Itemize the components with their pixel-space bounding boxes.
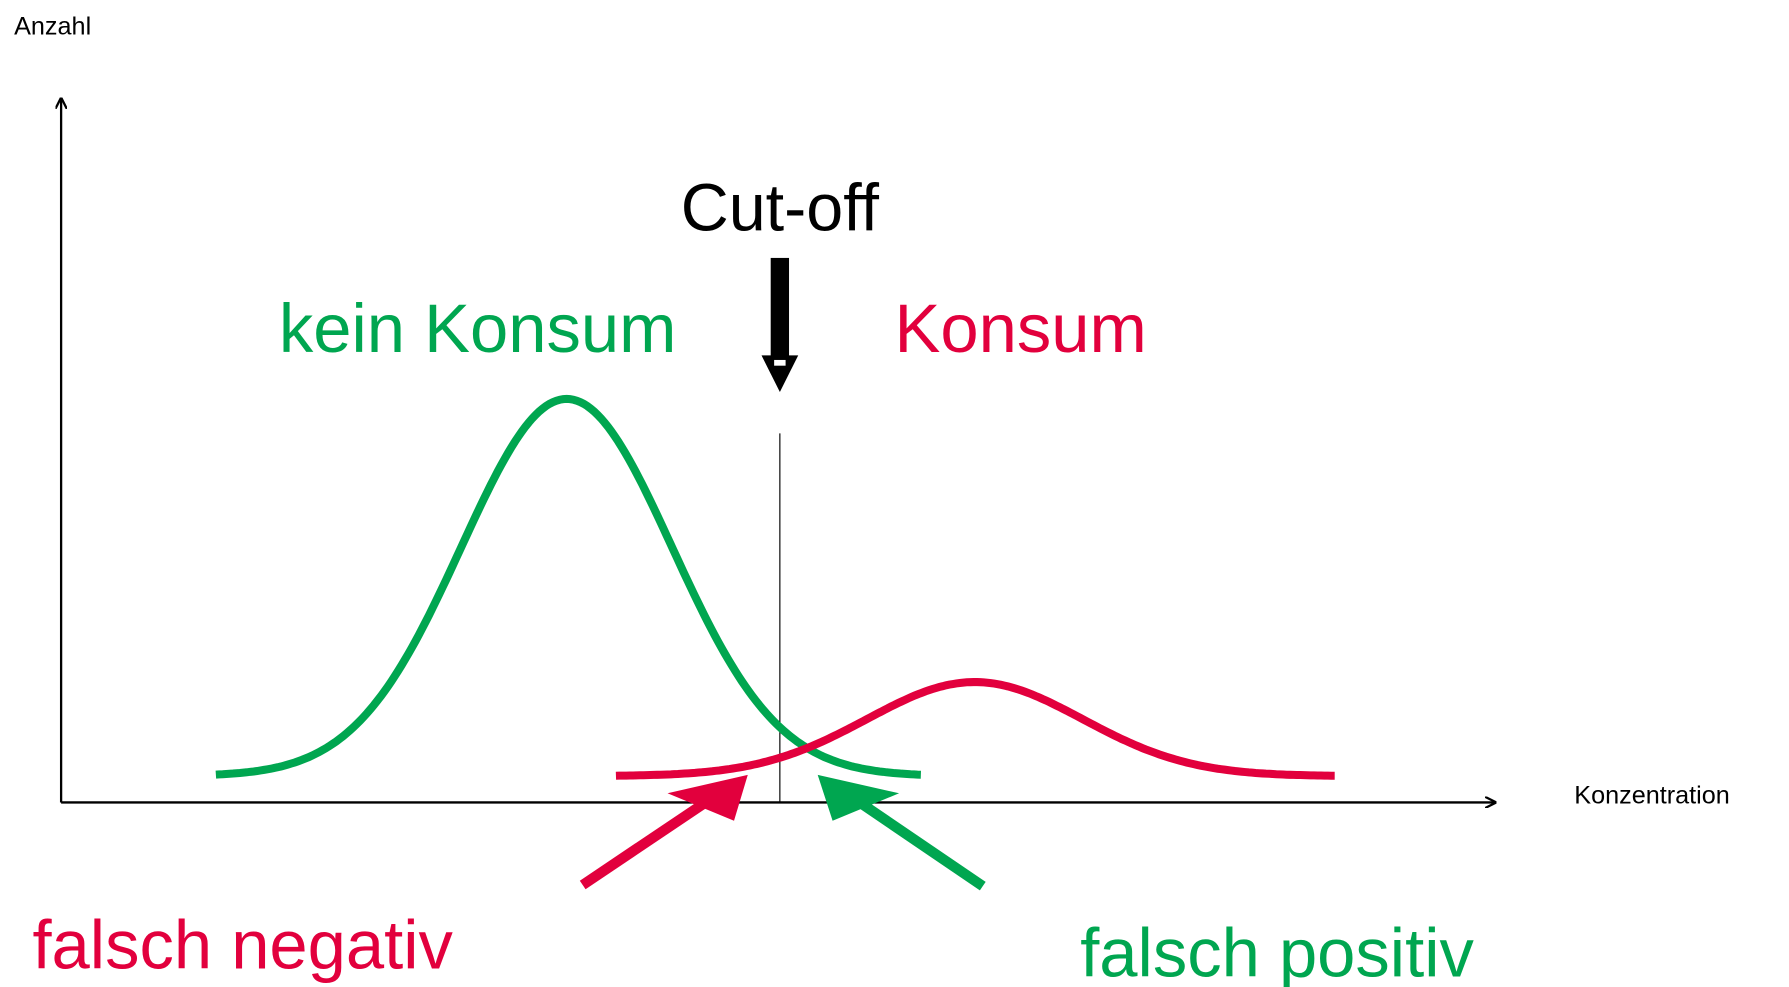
x-axis-label: Konzentration [1574,782,1730,810]
error-label: falsch positiv [1080,915,1474,987]
group-label: Konsum [895,290,1147,367]
group-label: kein Konsum [279,290,677,367]
cutoff-arrow-shaft [770,257,790,359]
cutoff-label: Cut-off [681,171,880,245]
cutoff-arrow-notch [774,359,786,366]
cutoff-arrow-head [761,355,799,393]
false-negative-arrow-head [667,774,748,821]
error-label: falsch negativ [32,907,453,984]
no-consumption-curve [215,394,921,779]
consumption-curve [615,678,1335,780]
false-negative-arrow [579,786,726,890]
y-axis-label: Anzahl [14,12,91,40]
false-positive-arrow-head [817,774,900,821]
